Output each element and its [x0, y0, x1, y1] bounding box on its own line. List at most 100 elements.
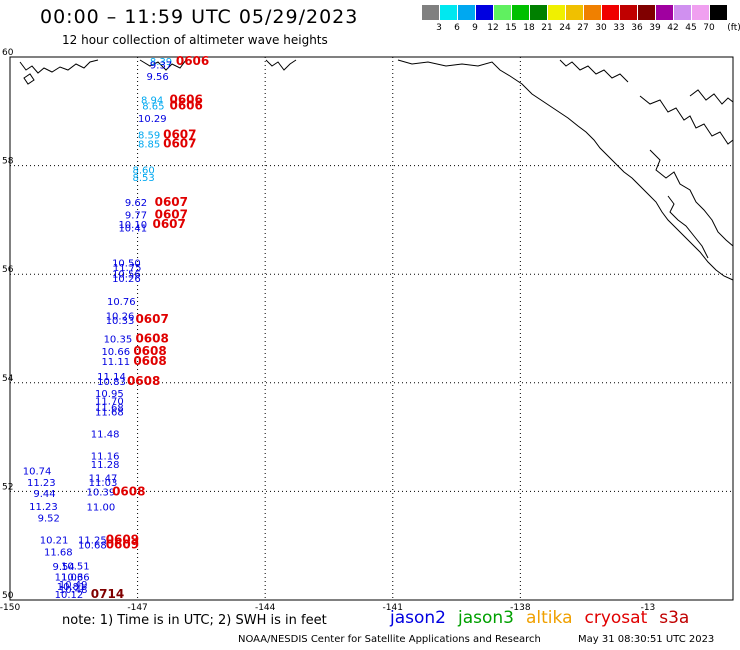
wave-height-value: 10.95	[95, 389, 124, 400]
wave-height-value: 9.44	[33, 489, 55, 500]
pass-time-label: 0608	[127, 374, 160, 388]
scale-swatch	[584, 5, 601, 20]
scale-label: 45	[685, 23, 697, 33]
pass-time-label: 0607	[135, 312, 168, 326]
scale-label: 3	[436, 23, 442, 33]
scale-label: 33	[613, 23, 625, 33]
pass-time-label: 0607	[163, 127, 196, 141]
wave-height-value: 10.29	[138, 114, 167, 125]
lat-tick-label: 50	[2, 591, 14, 601]
lat-tick-label: 56	[2, 265, 14, 275]
scale-swatch	[476, 5, 493, 20]
wave-height-value: 10.50	[112, 259, 141, 270]
scale-swatch	[440, 5, 457, 20]
scale-label: 9	[472, 23, 478, 33]
lat-tick-label: 60	[2, 48, 14, 58]
scale-label: 27	[577, 23, 589, 33]
scale-label: 42	[667, 23, 679, 33]
scale-swatch	[422, 5, 439, 20]
pass-time-label: 0607	[152, 217, 185, 231]
wave-height-value: 10.76	[107, 297, 136, 308]
scale-label: 12	[487, 23, 499, 33]
lat-tick-label: 58	[2, 157, 14, 167]
wave-height-value: 9.56	[147, 72, 169, 83]
lon-tick-label: -147	[127, 603, 147, 613]
coastline-gulf-of-alaska-east	[397, 59, 734, 281]
wave-height-value: 8.39	[150, 57, 172, 68]
scale-swatch	[692, 5, 709, 20]
pass-time-label: 0608	[112, 485, 145, 499]
wave-height-value: 10.12	[55, 590, 84, 601]
wave-height-value: 10.36	[61, 572, 90, 583]
wave-height-value: 10.56	[112, 269, 141, 280]
pass-time-label: 0606	[169, 99, 202, 113]
footer-timestamp: May 31 08:30:51 UTC 2023	[578, 634, 715, 645]
scale-unit: (ft)	[727, 23, 740, 33]
wave-height-value: 8.59	[138, 130, 160, 141]
mission-altika: altika	[526, 608, 573, 628]
scale-label: 18	[523, 23, 535, 33]
wave-height-value: 11.68	[44, 547, 73, 558]
wave-height-value: 8.85	[138, 140, 160, 151]
wave-height-value: 10.21	[40, 536, 69, 547]
pass-time-labels: 0606060606060607060706070607060706070608…	[91, 54, 209, 601]
coastline	[19, 59, 734, 281]
wave-height-value: 11.16	[91, 451, 120, 462]
wave-height-value: 11.68	[95, 407, 124, 418]
wave-height-value: 10.74	[23, 467, 52, 478]
mission-jason2: jason2	[390, 608, 446, 628]
coastline-kenai-prince-william	[139, 59, 187, 71]
wave-height-value: 11.28	[91, 460, 120, 471]
scale-swatch	[710, 5, 727, 20]
scale-label: 24	[559, 23, 571, 33]
wave-height-value: 10.41	[118, 223, 147, 234]
wave-height-value: 9.77	[125, 210, 147, 221]
wave-height-value: 10.35	[104, 335, 133, 346]
wave-height-value: 9.62	[125, 198, 147, 209]
map-title: 00:00 – 11:59 UTC 05/29/2023	[40, 6, 359, 28]
coastline-mainland-north	[689, 89, 734, 105]
lon-tick-label: -144	[255, 603, 276, 613]
wave-height-value: 11.23	[29, 502, 58, 513]
mission-legend: jason2 jason3 altika cryosat s3a	[390, 608, 701, 628]
wave-height-value: 11.06	[55, 572, 84, 583]
pass-time-label: 0609	[106, 537, 139, 551]
wave-height-value: 8.53	[132, 173, 154, 184]
mission-s3a: s3a	[659, 608, 690, 628]
wave-height-value: 11.70	[95, 397, 124, 408]
wave-height-value: 9.52	[38, 513, 60, 524]
wave-height-value: 9.37	[150, 60, 172, 71]
wave-height-value: 10.10	[118, 220, 147, 231]
wave-height-value: 11.48	[91, 430, 120, 441]
pass-time-label: 0608	[135, 332, 168, 346]
scale-label: 36	[631, 23, 643, 33]
wave-height-value: 11.25	[78, 536, 107, 547]
mission-cryosat: cryosat	[584, 608, 648, 628]
scale-label: 39	[649, 23, 661, 33]
lat-tick-label: 52	[2, 482, 13, 492]
coastline-yakutat-islands	[559, 59, 629, 83]
wave-height-value: 10.68	[78, 540, 107, 551]
wave-height-value: 10.33	[106, 316, 135, 327]
wave-height-value: 10.26	[106, 311, 135, 322]
pass-time-label: 0609	[106, 533, 139, 547]
lon-tick-label: -150	[0, 603, 20, 613]
wave-height-value: 10.26	[112, 274, 141, 285]
wave-height-value: 11.00	[87, 502, 116, 513]
scale-swatch	[656, 5, 673, 20]
scale-swatch	[674, 5, 691, 20]
scale-label: 6	[454, 23, 460, 33]
pass-time-label: 0607	[155, 207, 188, 221]
pass-time-label: 0608	[133, 354, 166, 368]
scale-swatch	[602, 5, 619, 20]
scale-swatch	[620, 5, 637, 20]
map-grid	[10, 57, 733, 600]
scale-swatch	[566, 5, 583, 20]
wave-height-value: 10.81	[57, 582, 86, 593]
pass-time-label: 0606	[169, 93, 202, 107]
lon-tick-label: -141	[383, 603, 403, 613]
scale-swatch	[512, 5, 529, 20]
scale-swatch	[548, 5, 565, 20]
